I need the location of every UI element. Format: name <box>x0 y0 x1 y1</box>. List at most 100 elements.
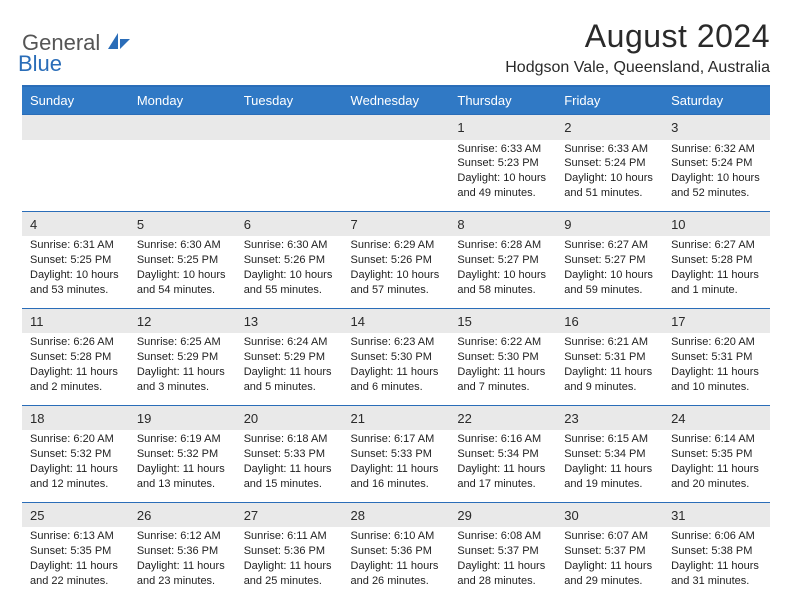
day-sunrise: Sunrise: 6:26 AM <box>30 335 121 350</box>
day-daylight2: and 17 minutes. <box>457 477 548 492</box>
day-detail-cell: Sunrise: 6:31 AMSunset: 5:25 PMDaylight:… <box>22 236 129 308</box>
day-daylight2: and 9 minutes. <box>564 380 655 395</box>
day-daylight2: and 31 minutes. <box>671 574 762 589</box>
day-sunrise: Sunrise: 6:11 AM <box>244 529 335 544</box>
col-head: Wednesday <box>343 87 450 115</box>
day-number <box>343 115 450 122</box>
day-number-cell: 15 <box>449 308 556 333</box>
day-daylight1: Daylight: 11 hours <box>671 462 762 477</box>
day-number: 23 <box>556 406 663 431</box>
day-daylight1: Daylight: 11 hours <box>457 559 548 574</box>
day-detail-cell: Sunrise: 6:27 AMSunset: 5:28 PMDaylight:… <box>663 236 770 308</box>
day-daylight2: and 19 minutes. <box>564 477 655 492</box>
day-sunrise: Sunrise: 6:18 AM <box>244 432 335 447</box>
day-daylight2: and 51 minutes. <box>564 186 655 201</box>
day-sunrise: Sunrise: 6:33 AM <box>564 142 655 157</box>
day-sunrise: Sunrise: 6:29 AM <box>351 238 442 253</box>
day-detail-cell: Sunrise: 6:22 AMSunset: 5:30 PMDaylight:… <box>449 333 556 405</box>
day-number-cell: 26 <box>129 502 236 527</box>
day-detail-cell <box>343 140 450 212</box>
day-sunrise: Sunrise: 6:32 AM <box>671 142 762 157</box>
day-daylight2: and 53 minutes. <box>30 283 121 298</box>
day-sunset: Sunset: 5:36 PM <box>351 544 442 559</box>
day-number-cell: 7 <box>343 211 450 236</box>
day-sunrise: Sunrise: 6:30 AM <box>244 238 335 253</box>
col-head: Sunday <box>22 87 129 115</box>
day-sunset: Sunset: 5:30 PM <box>351 350 442 365</box>
day-sunrise: Sunrise: 6:14 AM <box>671 432 762 447</box>
day-number-cell: 2 <box>556 115 663 140</box>
day-daylight1: Daylight: 11 hours <box>30 365 121 380</box>
day-sunrise: Sunrise: 6:13 AM <box>30 529 121 544</box>
day-number: 28 <box>343 503 450 528</box>
day-number: 18 <box>22 406 129 431</box>
day-detail-cell: Sunrise: 6:15 AMSunset: 5:34 PMDaylight:… <box>556 430 663 502</box>
day-daylight1: Daylight: 10 hours <box>30 268 121 283</box>
day-number-cell: 21 <box>343 405 450 430</box>
day-detail-cell <box>22 140 129 212</box>
day-sunset: Sunset: 5:26 PM <box>244 253 335 268</box>
day-number-cell: 4 <box>22 211 129 236</box>
day-daylight1: Daylight: 11 hours <box>30 462 121 477</box>
day-daylight2: and 55 minutes. <box>244 283 335 298</box>
day-sunrise: Sunrise: 6:31 AM <box>30 238 121 253</box>
day-number: 29 <box>449 503 556 528</box>
day-detail-cell: Sunrise: 6:08 AMSunset: 5:37 PMDaylight:… <box>449 527 556 598</box>
day-sunset: Sunset: 5:24 PM <box>564 156 655 171</box>
day-daylight2: and 26 minutes. <box>351 574 442 589</box>
day-daylight1: Daylight: 10 hours <box>457 171 548 186</box>
day-sunrise: Sunrise: 6:10 AM <box>351 529 442 544</box>
day-sunrise: Sunrise: 6:17 AM <box>351 432 442 447</box>
month-title: August 2024 <box>505 18 770 55</box>
day-daylight1: Daylight: 10 hours <box>457 268 548 283</box>
day-sunset: Sunset: 5:34 PM <box>564 447 655 462</box>
day-number: 12 <box>129 309 236 334</box>
day-daylight1: Daylight: 11 hours <box>244 559 335 574</box>
day-detail-cell: Sunrise: 6:33 AMSunset: 5:24 PMDaylight:… <box>556 140 663 212</box>
day-detail-cell <box>129 140 236 212</box>
day-detail-cell: Sunrise: 6:18 AMSunset: 5:33 PMDaylight:… <box>236 430 343 502</box>
day-number: 2 <box>556 115 663 140</box>
day-number-cell: 10 <box>663 211 770 236</box>
day-sunset: Sunset: 5:36 PM <box>137 544 228 559</box>
day-number: 20 <box>236 406 343 431</box>
day-daylight2: and 2 minutes. <box>30 380 121 395</box>
day-detail-cell: Sunrise: 6:27 AMSunset: 5:27 PMDaylight:… <box>556 236 663 308</box>
day-number-cell: 12 <box>129 308 236 333</box>
day-number <box>22 115 129 122</box>
day-sunrise: Sunrise: 6:28 AM <box>457 238 548 253</box>
day-daylight1: Daylight: 11 hours <box>30 559 121 574</box>
day-sunset: Sunset: 5:35 PM <box>671 447 762 462</box>
day-number: 27 <box>236 503 343 528</box>
col-head: Thursday <box>449 87 556 115</box>
day-number: 26 <box>129 503 236 528</box>
calendar-table: Sunday Monday Tuesday Wednesday Thursday… <box>22 87 770 599</box>
day-number-cell <box>129 115 236 140</box>
day-sunset: Sunset: 5:33 PM <box>244 447 335 462</box>
day-number <box>236 115 343 122</box>
day-daylight2: and 52 minutes. <box>671 186 762 201</box>
day-daylight1: Daylight: 10 hours <box>244 268 335 283</box>
title-block: August 2024 Hodgson Vale, Queensland, Au… <box>505 18 770 77</box>
day-daylight2: and 10 minutes. <box>671 380 762 395</box>
day-sunrise: Sunrise: 6:07 AM <box>564 529 655 544</box>
day-daylight1: Daylight: 11 hours <box>137 462 228 477</box>
calendar-body: 123Sunrise: 6:33 AMSunset: 5:23 PMDaylig… <box>22 115 770 599</box>
day-detail-cell: Sunrise: 6:20 AMSunset: 5:31 PMDaylight:… <box>663 333 770 405</box>
day-sunrise: Sunrise: 6:21 AM <box>564 335 655 350</box>
day-daylight1: Daylight: 11 hours <box>564 365 655 380</box>
day-number-cell <box>236 115 343 140</box>
day-sunrise: Sunrise: 6:30 AM <box>137 238 228 253</box>
day-sunrise: Sunrise: 6:27 AM <box>671 238 762 253</box>
day-detail-cell: Sunrise: 6:30 AMSunset: 5:26 PMDaylight:… <box>236 236 343 308</box>
day-daylight2: and 6 minutes. <box>351 380 442 395</box>
day-sunrise: Sunrise: 6:15 AM <box>564 432 655 447</box>
day-number: 10 <box>663 212 770 237</box>
day-detail-cell: Sunrise: 6:24 AMSunset: 5:29 PMDaylight:… <box>236 333 343 405</box>
day-daylight2: and 58 minutes. <box>457 283 548 298</box>
day-sunrise: Sunrise: 6:25 AM <box>137 335 228 350</box>
day-number-cell: 22 <box>449 405 556 430</box>
day-detail-cell: Sunrise: 6:25 AMSunset: 5:29 PMDaylight:… <box>129 333 236 405</box>
day-sunrise: Sunrise: 6:23 AM <box>351 335 442 350</box>
day-number-cell: 14 <box>343 308 450 333</box>
